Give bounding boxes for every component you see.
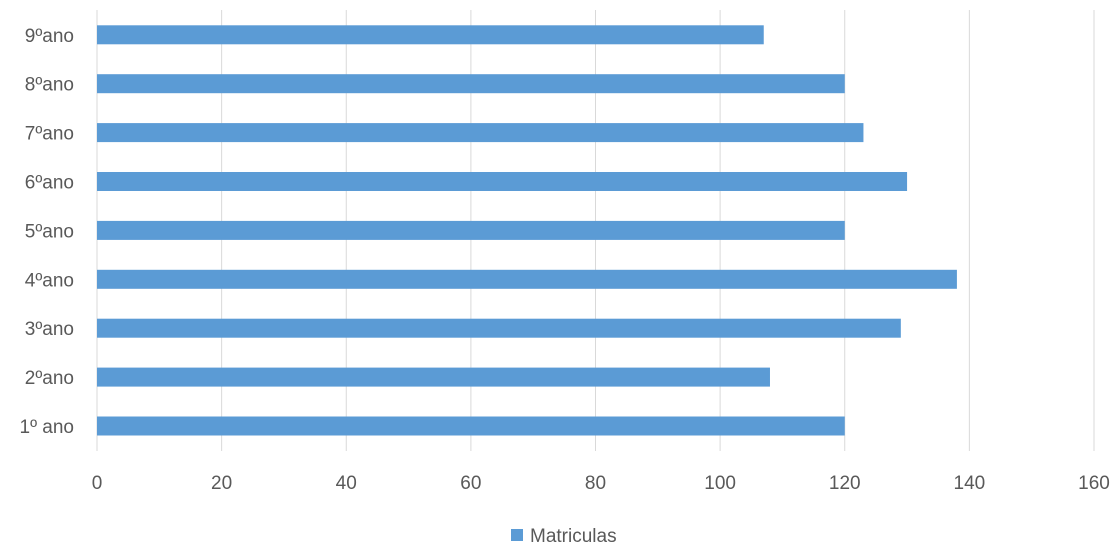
category-label: 3ºano: [25, 319, 74, 340]
legend-label: Matriculas: [530, 526, 617, 544]
x-tick-label: 80: [585, 473, 606, 494]
x-tick-label: 40: [336, 473, 357, 494]
category-labels: 1º ano 2ºano 3ºano 4ºano 5ºano 6ºano 7ºano 8ºan…: [20, 26, 75, 438]
x-tick-label: 60: [460, 473, 481, 494]
bar-7: [97, 74, 845, 94]
category-label: 5ºano: [25, 221, 74, 242]
bars: [97, 25, 957, 436]
x-tick-labels: 0 20 40 60 80 100 120 140 160: [92, 473, 1110, 494]
bar-3: [97, 269, 957, 289]
category-label: 8ºano: [25, 75, 74, 96]
bar-6: [97, 123, 864, 143]
bar-8: [97, 25, 764, 45]
bar-4: [97, 220, 845, 240]
legend-swatch: [511, 529, 523, 541]
category-label: 2ºano: [25, 368, 74, 389]
category-label: 4ºano: [25, 270, 74, 291]
bar-2: [97, 318, 901, 338]
x-tick-label: 20: [211, 473, 232, 494]
category-label: 6ºano: [25, 173, 74, 194]
bar-1: [97, 367, 770, 387]
x-tick-label: 120: [829, 473, 861, 494]
legend: Matriculas: [511, 526, 617, 544]
x-tick-label: 140: [954, 473, 986, 494]
category-label: 7ºano: [25, 124, 74, 145]
x-tick-label: 0: [92, 473, 103, 494]
x-tick-label: 100: [704, 473, 736, 494]
bar-0: [97, 416, 845, 436]
bar-5: [97, 172, 908, 191]
category-label: 9ºano: [25, 26, 74, 47]
category-label: 1º ano: [20, 417, 75, 438]
x-tick-label: 160: [1078, 473, 1110, 494]
